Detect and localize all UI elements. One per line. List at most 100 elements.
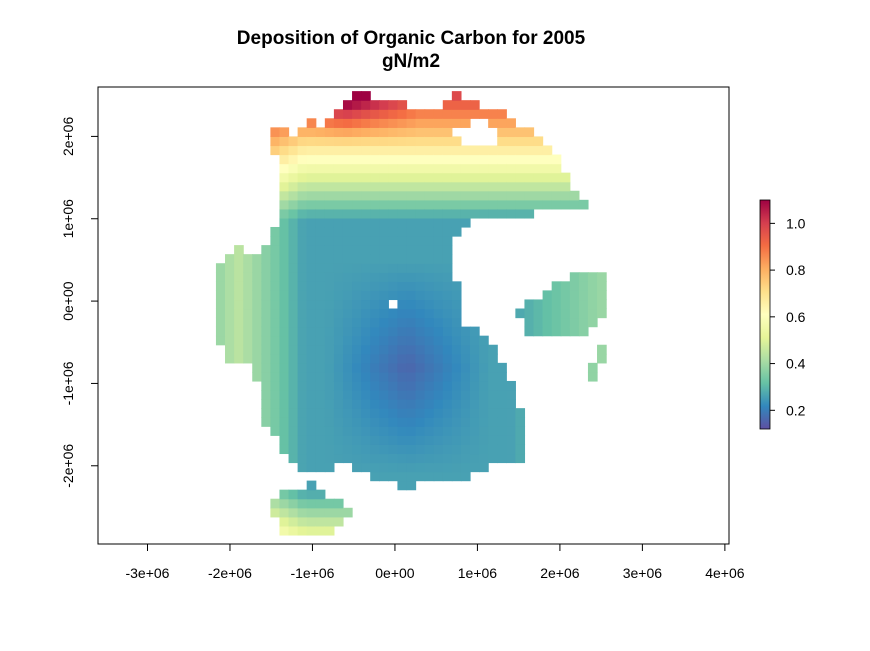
raster-cell — [388, 118, 399, 128]
raster-cell — [379, 408, 389, 418]
raster-cell — [569, 326, 580, 337]
raster-cell — [497, 199, 507, 210]
raster-cell — [324, 145, 335, 156]
raster-cell — [333, 226, 344, 237]
raster-cell — [442, 344, 453, 355]
raster-cell — [533, 136, 544, 147]
raster-cell — [279, 444, 290, 455]
raster-cell — [397, 163, 408, 174]
raster-cell — [488, 199, 498, 210]
raster-cell — [288, 208, 299, 219]
raster-cell — [243, 263, 253, 273]
raster-cell — [279, 489, 290, 500]
raster-cell — [306, 208, 317, 219]
raster-cell — [288, 190, 299, 201]
raster-cell — [497, 444, 507, 455]
raster-cell — [406, 245, 417, 255]
raster-cell — [515, 172, 526, 183]
raster-cell — [388, 344, 399, 355]
raster-cell — [315, 426, 326, 436]
raster-cell — [279, 172, 290, 183]
raster-cell — [497, 208, 507, 219]
raster-cell — [406, 444, 417, 455]
x-tick-label: 1e+06 — [458, 565, 498, 581]
raster-cell — [270, 390, 281, 400]
raster-cell — [460, 408, 471, 418]
raster-cell — [297, 353, 308, 364]
raster-cell — [243, 290, 253, 301]
raster-cell — [424, 154, 435, 165]
raster-cell — [297, 444, 308, 455]
raster-cell — [424, 217, 435, 228]
raster-cell — [361, 226, 371, 237]
raster-cell — [524, 317, 535, 328]
raster-cell — [397, 263, 408, 273]
raster-cell — [442, 127, 453, 138]
raster-cell — [415, 344, 426, 355]
raster-cell — [342, 208, 353, 219]
raster-cell — [406, 462, 417, 473]
raster-cell — [234, 317, 244, 328]
raster-cell — [379, 272, 389, 282]
raster-cell — [488, 172, 498, 183]
raster-cell — [451, 299, 462, 310]
raster-cell — [342, 254, 353, 264]
raster-cell — [324, 217, 335, 228]
raster-cell — [542, 199, 553, 210]
raster-cell — [297, 426, 308, 436]
raster-cell — [524, 154, 535, 165]
raster-cell — [515, 208, 526, 219]
raster-cell — [279, 163, 290, 174]
raster-cell — [315, 390, 326, 400]
raster-cell — [297, 217, 308, 228]
raster-cell — [515, 163, 526, 174]
raster-cell — [352, 371, 362, 382]
raster-cell — [261, 390, 271, 400]
raster-cell — [388, 263, 399, 273]
raster-cell — [270, 326, 281, 337]
raster-cell — [488, 453, 498, 464]
raster-cell — [415, 272, 426, 282]
raster-cell — [442, 417, 453, 427]
raster-cell — [352, 462, 362, 473]
raster-cell — [234, 290, 244, 301]
raster-cell — [261, 380, 271, 391]
raster-cell — [352, 408, 362, 418]
raster-cell — [551, 172, 562, 183]
raster-cell — [406, 290, 417, 301]
raster-cell — [479, 335, 489, 346]
raster-cell — [379, 390, 389, 400]
raster-cell — [442, 154, 453, 165]
raster-cell — [433, 371, 444, 382]
raster-cell — [406, 181, 417, 192]
raster-cell — [324, 462, 335, 473]
raster-cell — [370, 426, 380, 436]
raster-cell — [442, 172, 453, 183]
raster-cell — [288, 326, 299, 337]
raster-cell — [333, 263, 344, 273]
raster-cell — [415, 426, 426, 436]
raster-cell — [506, 208, 516, 219]
raster-cell — [397, 326, 408, 337]
raster-cell — [578, 281, 589, 291]
raster-cell — [460, 453, 471, 464]
raster-cell — [288, 417, 299, 427]
raster-cell — [288, 226, 299, 237]
raster-cell — [470, 462, 480, 473]
raster-cell — [497, 417, 507, 427]
raster-cell — [379, 326, 389, 337]
raster-cell — [288, 380, 299, 391]
raster-cell — [342, 317, 353, 328]
raster-cell — [424, 263, 435, 273]
raster-cell — [352, 217, 362, 228]
raster-cell — [433, 226, 444, 237]
raster-cell — [270, 272, 281, 282]
raster-cell — [315, 380, 326, 391]
raster-cell — [415, 380, 426, 391]
raster-cell — [288, 498, 299, 509]
raster-cell — [488, 435, 498, 445]
raster-cell — [379, 471, 389, 482]
raster-cell — [288, 136, 299, 147]
raster-cell — [361, 127, 371, 138]
raster-cell — [288, 399, 299, 409]
